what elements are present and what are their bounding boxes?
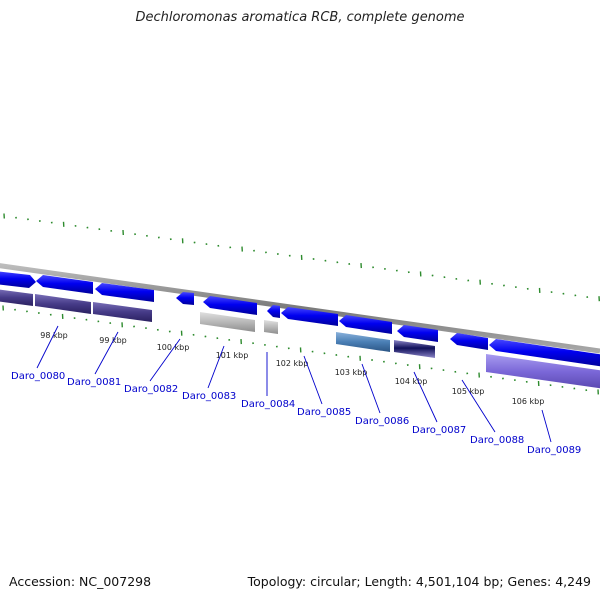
accession-text: Accession: NC_007298	[9, 574, 152, 589]
gene-leader-0083	[207, 345, 225, 389]
gene-bar-hyp-0084[interactable]	[264, 320, 278, 334]
gene-arrow-fwd-0087[interactable]	[339, 315, 392, 334]
gene-arrow-fwd-0089a[interactable]	[450, 333, 488, 350]
gene-bar-violet-0089[interactable]	[486, 354, 600, 389]
gene-label[interactable]: Daro_0086	[355, 416, 409, 427]
ruler-label: 103 kbp	[335, 368, 368, 377]
ruler-label: 101 kbp	[216, 351, 249, 360]
gene-label[interactable]: Daro_0085	[297, 407, 351, 418]
gene-arrow-fwd-0080[interactable]	[0, 271, 36, 288]
gene-leader-0080	[36, 325, 59, 369]
gene-leader-0086	[361, 363, 381, 414]
ruler-label: 102 kbp	[276, 359, 309, 368]
gene-arrow-fwd-0083[interactable]	[176, 292, 194, 305]
gene-label[interactable]: Daro_0089	[527, 445, 581, 456]
gene-label[interactable]: Daro_0084	[241, 399, 295, 410]
ruler-label: 98 kbp	[40, 331, 68, 340]
genome-summary-text: Topology: circular; Length: 4,501,104 bp…	[247, 574, 591, 589]
gene-leader-0088	[461, 379, 496, 433]
gene-label[interactable]: Daro_0080	[11, 371, 65, 382]
gene-bar-hyp-0083[interactable]	[200, 312, 255, 332]
gene-leader-0085	[303, 355, 323, 405]
genome-backbone	[0, 263, 600, 354]
ruler-label: 105 kbp	[452, 387, 485, 396]
ruler-label: 104 kbp	[395, 377, 428, 386]
gene-leader-0082	[149, 338, 181, 382]
gene-bar-dark-0087[interactable]	[394, 340, 435, 358]
gene-arrow-fwd-0085[interactable]	[267, 305, 280, 318]
gene-leader-0081	[94, 331, 119, 375]
gene-arrow-fwd-0084[interactable]	[203, 296, 257, 315]
gene-labels: Daro_0080 Daro_0081 Daro_0082 Daro_0083 …	[11, 371, 581, 456]
gene-bar-rev-0081[interactable]	[35, 294, 91, 314]
gene-label[interactable]: Daro_0083	[182, 391, 236, 402]
gene-bar-teal-0086[interactable]	[336, 332, 390, 352]
gene-label[interactable]: Daro_0081	[67, 377, 121, 388]
gene-arrow-fwd-0086[interactable]	[281, 307, 338, 326]
gene-leaders	[36, 325, 552, 443]
gene-leader-0089	[541, 409, 552, 443]
gene-label[interactable]: Daro_0088	[470, 435, 524, 446]
gene-bar-rev-0082[interactable]	[93, 302, 152, 322]
ruler-label: 106 kbp	[512, 397, 545, 406]
gene-arrow-fwd-0082[interactable]	[95, 283, 154, 302]
gene-features	[0, 271, 600, 389]
gene-arrow-fwd-0081[interactable]	[36, 275, 93, 294]
outer-ruler	[3, 213, 600, 302]
gene-arrow-fwd-0088[interactable]	[397, 325, 438, 342]
gene-label[interactable]: Daro_0087	[412, 425, 466, 436]
map-title: Dechloromonas aromatica RCB, complete ge…	[135, 10, 465, 25]
ruler-label: 100 kbp	[157, 343, 190, 352]
gene-arrow-fwd-0089b[interactable]	[489, 339, 600, 367]
gene-bar-rev-0080[interactable]	[0, 289, 33, 306]
gene-label[interactable]: Daro_0082	[124, 384, 178, 395]
gene-leader-0087	[413, 371, 438, 423]
inner-ruler	[2, 305, 599, 395]
